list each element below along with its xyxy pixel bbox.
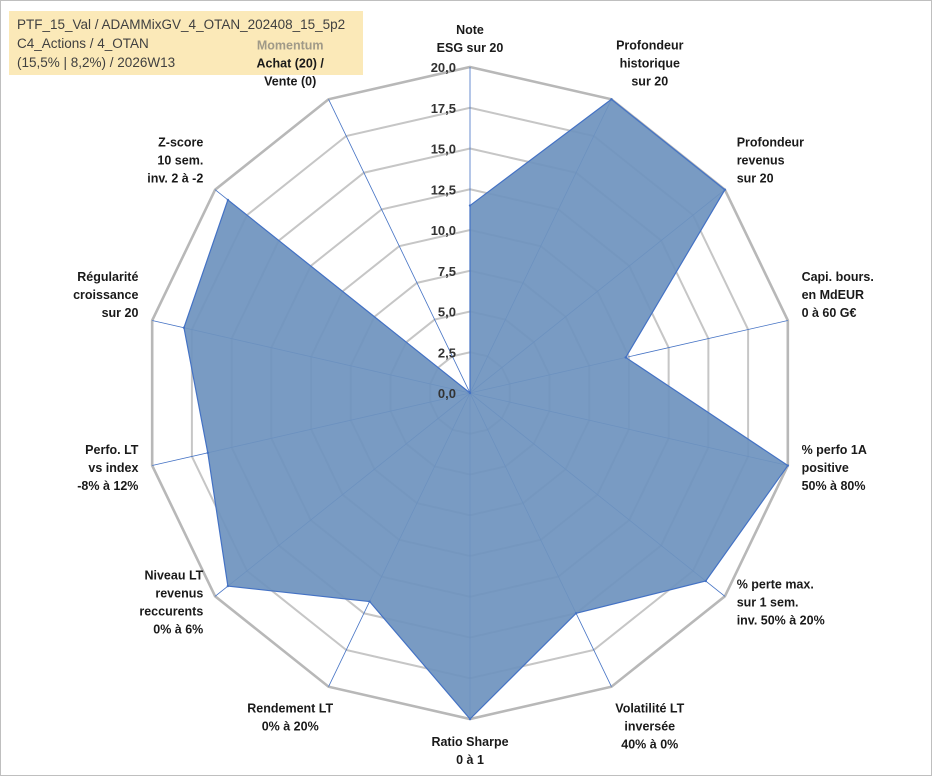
category-label-9: Niveau LT revenus reccurents 0% à 6% bbox=[139, 568, 203, 636]
category-label-4-line-0: % perfo 1A bbox=[802, 443, 867, 457]
category-label-4-line-1: positive bbox=[802, 461, 849, 475]
category-label-12-line-1: 10 sem. bbox=[157, 154, 203, 168]
category-label-11-line-0: Régularité bbox=[77, 270, 138, 284]
category-label-8: Rendement LT 0% à 20% bbox=[247, 702, 333, 734]
tick-label-3: 7,5 bbox=[438, 264, 456, 279]
category-label-13-line-1: Achat (20) / bbox=[257, 56, 325, 70]
category-label-6-line-0: Volatilité LT bbox=[615, 702, 684, 716]
tick-label-4: 10,0 bbox=[431, 223, 456, 238]
category-label-0-line-1: ESG sur 20 bbox=[437, 41, 504, 55]
category-label-5-line-1: sur 1 sem. bbox=[737, 595, 799, 609]
category-label-9-line-0: Niveau LT bbox=[144, 568, 203, 582]
category-label-2-line-0: Profondeur bbox=[737, 136, 804, 150]
category-label-0-line-0: Note bbox=[456, 23, 484, 37]
category-label-1-line-0: Profondeur bbox=[616, 38, 683, 52]
radar-series bbox=[182, 98, 790, 721]
category-label-5-line-0: % perte max. bbox=[737, 577, 814, 591]
portfolio-name: PTF_15_Val / ADAMMixGV_4_OTAN_202408_15_… bbox=[17, 17, 346, 32]
portfolio-category: C4_Actions / 4_OTAN bbox=[17, 36, 149, 51]
category-label-11-line-2: sur 20 bbox=[102, 306, 139, 320]
category-label-5: % perte max. sur 1 sem. inv. 50% à 20% bbox=[737, 577, 825, 627]
data-point-12 bbox=[226, 198, 230, 202]
category-label-5-line-2: inv. 50% à 20% bbox=[737, 613, 825, 627]
data-point-4 bbox=[786, 464, 790, 467]
category-label-7-line-0: Ratio Sharpe bbox=[431, 735, 508, 749]
category-label-7-line-1: 0 à 1 bbox=[456, 753, 484, 767]
category-label-6: Volatilité LT inversée 40% à 0% bbox=[615, 702, 684, 752]
tick-label-5: 12,5 bbox=[431, 182, 456, 197]
category-label-0: Note ESG sur 20 bbox=[437, 23, 504, 55]
data-point-6 bbox=[574, 612, 578, 615]
tick-label-7: 17,5 bbox=[431, 101, 456, 116]
category-label-2-line-1: revenus bbox=[737, 154, 785, 168]
category-label-10: Perfo. LT vs index -8% à 12% bbox=[77, 443, 139, 493]
category-label-6-line-1: inversée bbox=[624, 720, 675, 734]
category-label-3-line-0: Capi. bours. bbox=[802, 270, 874, 284]
tick-label-8: 20,0 bbox=[431, 60, 456, 75]
category-label-10-line-2: -8% à 12% bbox=[77, 479, 138, 493]
tick-label-6: 15,0 bbox=[431, 142, 456, 157]
data-point-11 bbox=[182, 326, 186, 329]
data-point-13 bbox=[468, 391, 472, 395]
data-point-8 bbox=[368, 600, 371, 603]
category-label-4-line-2: 50% à 80% bbox=[802, 479, 866, 493]
category-label-13: Momentum Achat (20) / Vente (0) bbox=[257, 38, 325, 88]
category-label-9-line-1: revenus bbox=[155, 586, 203, 600]
data-point-9 bbox=[226, 584, 230, 588]
portfolio-info-box: PTF_15_Val / ADAMMixGV_4_OTAN_202408_15_… bbox=[9, 11, 363, 75]
category-label-9-line-2: reccurents bbox=[139, 604, 203, 618]
tick-label-1: 2,5 bbox=[438, 345, 456, 360]
data-point-2 bbox=[723, 188, 727, 191]
category-label-1-line-2: sur 20 bbox=[631, 74, 668, 88]
category-label-3-line-1: en MdEUR bbox=[802, 288, 865, 302]
category-label-12: Z-score 10 sem. inv. 2 à -2 bbox=[147, 136, 203, 186]
category-label-11-line-1: croissance bbox=[73, 288, 138, 302]
category-label-4: % perfo 1A positive 50% à 80% bbox=[802, 443, 867, 493]
spoke-13 bbox=[328, 99, 471, 394]
data-point-5 bbox=[704, 579, 707, 583]
tick-label-0: 0,0 bbox=[438, 386, 456, 401]
category-label-10-line-1: vs index bbox=[88, 461, 138, 475]
radar-tick-labels: 0,0 2,5 5,0 7,5 10,0 12,5 15,0 17,5 20,0 bbox=[431, 60, 456, 401]
data-point-10 bbox=[206, 451, 209, 455]
category-label-8-line-0: Rendement LT bbox=[247, 702, 333, 716]
category-label-6-line-2: 40% à 0% bbox=[621, 738, 678, 752]
data-point-7 bbox=[468, 717, 472, 721]
category-label-13-line-0: Momentum bbox=[257, 38, 324, 52]
category-label-2: Profondeur revenus sur 20 bbox=[737, 136, 804, 186]
portfolio-stats: (15,5% | 8,2%) / 2026W13 bbox=[17, 55, 176, 70]
category-label-3: Capi. bours. en MdEUR 0 à 60 G€ bbox=[802, 270, 874, 320]
category-label-12-line-2: inv. 2 à -2 bbox=[147, 172, 203, 186]
category-label-10-line-0: Perfo. LT bbox=[85, 443, 139, 457]
category-label-12-line-0: Z-score bbox=[158, 136, 203, 150]
category-label-1-line-1: historique bbox=[620, 56, 680, 70]
category-label-3-line-2: 0 à 60 G€ bbox=[802, 306, 857, 320]
category-label-2-line-2: sur 20 bbox=[737, 172, 774, 186]
data-point-0 bbox=[468, 204, 472, 207]
data-point-1 bbox=[610, 98, 613, 101]
category-label-7: Ratio Sharpe 0 à 1 bbox=[431, 735, 508, 767]
category-label-9-line-3: 0% à 6% bbox=[153, 622, 203, 636]
category-label-11: Régularité croissance sur 20 bbox=[73, 270, 138, 320]
data-point-3 bbox=[624, 356, 627, 359]
tick-label-2: 5,0 bbox=[438, 305, 456, 320]
category-label-1: Profondeur historique sur 20 bbox=[616, 38, 683, 88]
category-label-13-line-2: Vente (0) bbox=[264, 74, 316, 88]
radar-category-labels: Note ESG sur 20 Profondeur historique sur 20… bbox=[73, 23, 874, 767]
category-label-8-line-1: 0% à 20% bbox=[262, 720, 319, 734]
